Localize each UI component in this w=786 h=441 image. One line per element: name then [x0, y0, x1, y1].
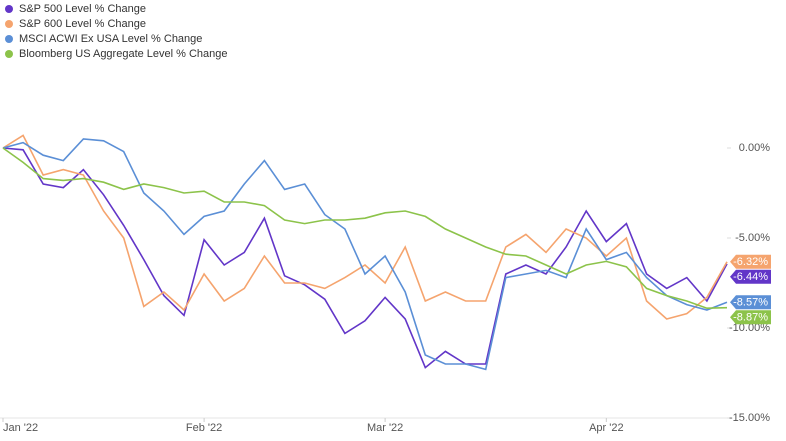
x-tick-label: Feb '22 [186, 422, 222, 434]
end-badge-label: -6.44% [733, 271, 768, 283]
legend-label: S&P 600 Level % Change [19, 18, 146, 30]
end-badge: -6.44% [730, 269, 771, 284]
x-tick-label: Apr '22 [589, 422, 624, 434]
legend-label: Bloomberg US Aggregate Level % Change [19, 48, 228, 60]
x-tick-label: Mar '22 [367, 422, 403, 434]
end-badge-label: -8.57% [733, 297, 768, 309]
legend-label: S&P 500 Level % Change [19, 3, 146, 15]
legend-marker [5, 35, 13, 43]
series-line [2, 134, 728, 320]
end-badge-label: -8.87% [733, 312, 768, 324]
end-badge-label: -6.32% [733, 256, 768, 268]
legend-marker [5, 20, 13, 28]
y-tick-label: -5.00% [735, 232, 770, 244]
end-badge: -8.57% [730, 295, 771, 310]
series-line [2, 147, 728, 369]
series-line [2, 138, 728, 371]
legend-marker [5, 50, 13, 58]
end-badge-box [730, 269, 771, 284]
y-tick-label: -10.00% [729, 322, 770, 334]
end-badge-box [730, 254, 771, 269]
end-badge: -6.32% [730, 254, 771, 269]
series-line [2, 147, 728, 310]
end-badge-box [730, 310, 771, 325]
end-badge: -8.87% [730, 310, 771, 325]
legend-marker [5, 5, 13, 13]
y-tick-label: 0.00% [739, 142, 770, 154]
y-tick-label: -15.00% [729, 412, 770, 424]
end-badge-box [730, 295, 771, 310]
legend-label: MSCI ACWI Ex USA Level % Change [19, 33, 202, 45]
x-tick-label: Jan '22 [3, 422, 38, 434]
